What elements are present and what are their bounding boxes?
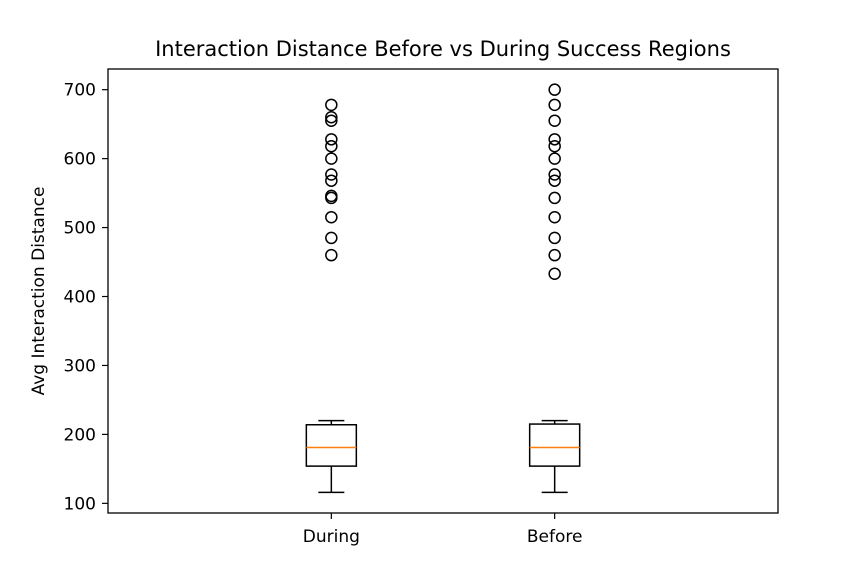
outlier-point (325, 168, 338, 181)
y-tick-label: 600 (64, 150, 96, 170)
box-iqr (528, 423, 581, 467)
outlier-point (325, 152, 338, 165)
y-tick-label: 500 (64, 219, 96, 239)
outlier-point (548, 83, 561, 96)
outlier-point (548, 174, 561, 187)
outlier-point (548, 133, 561, 146)
outlier-point (325, 174, 338, 187)
x-tick-label: Before (527, 527, 583, 547)
outlier-point (325, 133, 338, 146)
outlier-point (548, 139, 561, 153)
outlier-point (325, 248, 338, 262)
y-tick-label: 300 (64, 356, 96, 376)
x-tick-label: During (303, 527, 360, 547)
plot-area: 100 200 300 400 500 600 700 During Before (64, 68, 779, 547)
outlier-point (548, 267, 561, 281)
outlier-point (548, 98, 561, 112)
outlier-point (548, 168, 561, 181)
outlier-point (325, 111, 338, 124)
outlier-point (325, 114, 338, 127)
box-iqr (305, 424, 358, 467)
y-tick-label: 400 (64, 288, 96, 308)
outlier-point (325, 98, 338, 112)
y-tick-label: 200 (64, 425, 96, 445)
outlier-point (325, 231, 338, 245)
outlier-point (325, 189, 338, 203)
outlier-point (548, 210, 561, 224)
outlier-point (325, 139, 338, 153)
outlier-point (548, 231, 561, 245)
outlier-point (325, 210, 338, 224)
outlier-point (548, 191, 561, 205)
y-axis-label: Avg Interaction Distance (29, 187, 49, 396)
outlier-point (548, 152, 561, 165)
axes-frame (107, 68, 779, 514)
y-tick-label: 700 (64, 81, 96, 101)
outlier-point (548, 114, 561, 127)
y-tick-label: 100 (64, 494, 96, 514)
outlier-point (548, 248, 561, 262)
chart-title: Interaction Distance Before vs During Su… (155, 37, 731, 61)
